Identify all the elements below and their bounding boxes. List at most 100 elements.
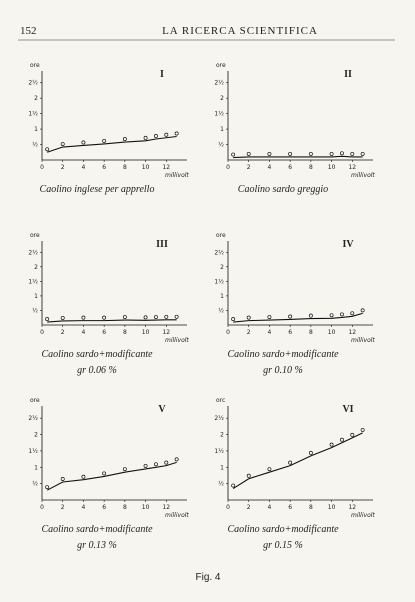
panel-caption: Caolino sardo+modificante <box>227 524 339 535</box>
data-point <box>288 151 293 156</box>
x-tick-label: 10 <box>142 504 150 511</box>
x-tick-label: 0 <box>226 164 230 171</box>
y-tick-label: ½ <box>218 307 224 314</box>
x-tick-label: 10 <box>328 504 336 511</box>
data-point <box>102 138 107 143</box>
y-tick-label: 1 <box>220 293 224 300</box>
data-point <box>153 462 158 467</box>
data-point <box>246 315 251 320</box>
data-point <box>45 317 50 322</box>
curve <box>47 135 177 153</box>
x-tick-label: 10 <box>142 164 150 171</box>
data-point <box>339 437 344 442</box>
data-point <box>339 312 344 317</box>
data-point <box>143 135 148 140</box>
y-tick-label: 2 <box>220 95 224 102</box>
x-axis-label: millivolt <box>351 172 375 179</box>
data-point <box>231 317 236 322</box>
y-tick-label: 1½ <box>28 448 38 455</box>
data-point <box>350 311 355 316</box>
x-tick-label: 12 <box>348 164 356 171</box>
data-point <box>60 142 65 146</box>
panel-label: II <box>344 69 352 80</box>
panel-note: gr 0.13 % <box>77 540 117 551</box>
data-point <box>329 151 334 156</box>
data-point <box>174 457 179 462</box>
x-axis-label: millivolt <box>165 512 189 519</box>
data-point <box>360 151 365 156</box>
x-tick-label: 6 <box>102 504 106 511</box>
x-tick-label: 2 <box>247 329 251 336</box>
y-tick-label: 1 <box>34 126 38 133</box>
x-tick-label: 10 <box>328 164 336 171</box>
y-tick-label: 1 <box>220 464 224 471</box>
x-tick-label: 4 <box>268 329 272 336</box>
data-point <box>45 485 50 490</box>
data-point <box>246 473 251 478</box>
data-point <box>153 134 158 138</box>
x-tick-label: 2 <box>247 504 251 511</box>
x-axis-label: millivolt <box>165 172 189 179</box>
data-point <box>164 132 169 137</box>
y-tick-label: ½ <box>218 481 224 488</box>
x-tick-label: 8 <box>309 329 313 336</box>
x-tick-label: 12 <box>348 504 356 511</box>
y-tick-label: 1 <box>220 126 224 133</box>
data-point <box>360 308 365 313</box>
data-point <box>60 477 65 481</box>
panel-label: I <box>160 69 164 80</box>
data-point <box>288 314 293 319</box>
data-point <box>329 313 334 318</box>
data-point <box>174 314 179 319</box>
panel-caption: Caolino sardo+modificante <box>41 349 153 360</box>
data-point <box>143 315 148 320</box>
data-point <box>45 147 50 152</box>
curve <box>46 461 177 491</box>
y-tick-label: 2½ <box>28 415 38 422</box>
x-axis-label: millivolt <box>351 512 375 519</box>
data-point <box>153 315 158 320</box>
data-point <box>308 450 313 455</box>
x-tick-label: 12 <box>162 329 170 336</box>
panel-caption: Caolino inglese per apprello <box>40 184 155 195</box>
panel-caption: Caolino sardo+modificante <box>227 349 339 360</box>
panel-caption: Caolino sardo greggio <box>238 184 328 195</box>
data-point <box>267 151 272 156</box>
data-point <box>339 151 344 156</box>
data-point <box>164 314 169 319</box>
y-tick-label: 2 <box>34 432 38 439</box>
y-tick-label: ½ <box>218 142 224 149</box>
x-tick-label: 4 <box>82 329 86 336</box>
data-point <box>60 315 65 320</box>
curve <box>232 432 363 490</box>
data-point <box>267 315 272 320</box>
panel-label: V <box>158 404 166 415</box>
y-axis-label: ore <box>30 232 40 239</box>
data-point <box>329 442 334 447</box>
y-tick-label: 2½ <box>214 80 224 87</box>
x-tick-label: 8 <box>123 329 127 336</box>
y-axis-label: ore <box>30 62 40 69</box>
x-tick-label: 6 <box>102 164 106 171</box>
page-number: 152 <box>20 25 37 37</box>
panel-label: III <box>156 239 168 250</box>
x-tick-label: 12 <box>162 504 170 511</box>
y-tick-label: 2 <box>34 264 38 271</box>
x-tick-label: 6 <box>288 329 292 336</box>
x-tick-label: 8 <box>309 164 313 171</box>
y-tick-label: 1½ <box>214 111 224 118</box>
running-title: LA RICERCA SCIENTIFICA <box>162 25 318 37</box>
x-tick-label: 0 <box>226 504 230 511</box>
x-tick-label: 0 <box>226 329 230 336</box>
x-tick-label: 0 <box>40 164 44 171</box>
y-axis-label: ore <box>216 232 226 239</box>
data-point <box>81 315 86 320</box>
y-tick-label: 2½ <box>214 415 224 422</box>
data-point <box>81 140 86 145</box>
data-point <box>231 152 236 157</box>
panel-label: VI <box>342 404 353 415</box>
panel-note: gr 0.10 % <box>263 365 303 376</box>
x-tick-label: 2 <box>61 164 65 171</box>
x-tick-label: 8 <box>123 504 127 511</box>
